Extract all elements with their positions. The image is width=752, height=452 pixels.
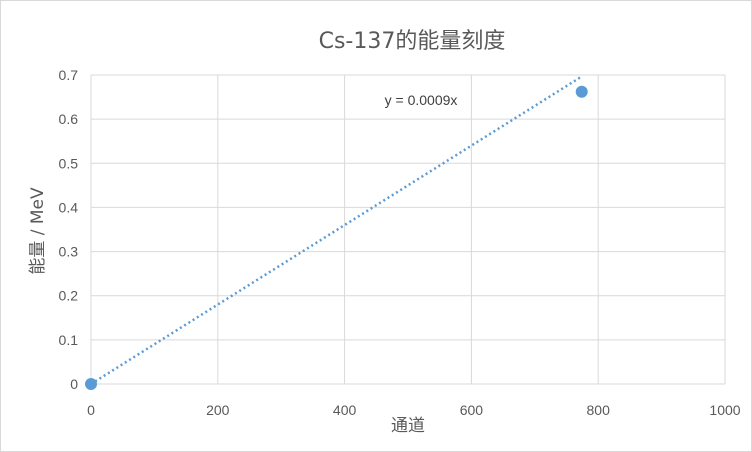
- grid: [90, 74, 726, 385]
- x-tick-label: 200: [206, 402, 230, 418]
- data-points: [85, 85, 588, 390]
- y-tick-label: 0.2: [59, 288, 79, 304]
- chart-title: Cs-137的能量刻度: [319, 29, 506, 54]
- data-point: [575, 85, 588, 98]
- trendline: [90, 75, 583, 386]
- x-tick-label: 0: [87, 402, 95, 418]
- x-tick-label: 600: [460, 402, 484, 418]
- x-tick-label: 400: [333, 402, 357, 418]
- y-tick-label: 0.6: [59, 111, 79, 127]
- y-tick-label: 0.1: [59, 332, 79, 348]
- x-tick-label: 800: [587, 402, 611, 418]
- x-axis-ticks: 0 200 400 600 800 1000: [87, 402, 741, 418]
- y-tick-label: 0: [70, 376, 78, 392]
- y-tick-label: 0.5: [59, 155, 79, 171]
- y-tick-label: 0.3: [59, 244, 79, 260]
- data-point: [85, 378, 97, 390]
- trendline-layer: [90, 75, 583, 386]
- x-tick-label: 1000: [709, 402, 740, 418]
- y-axis-ticks: 0 0.1 0.2 0.3 0.4 0.5 0.6 0.7: [59, 67, 79, 392]
- y-tick-label: 0.4: [59, 199, 79, 215]
- x-axis-label: 通道: [391, 416, 425, 436]
- trendline-equation: y = 0.0009x: [385, 92, 458, 108]
- y-axis-label: 能量 / MeV: [28, 187, 48, 275]
- y-tick-label: 0.7: [59, 67, 79, 83]
